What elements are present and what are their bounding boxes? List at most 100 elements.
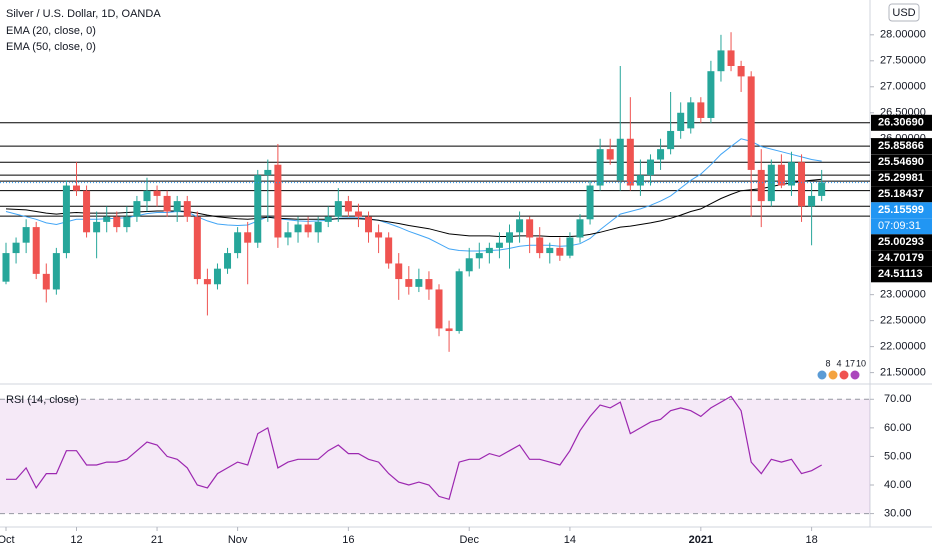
countdown-bg [871, 218, 932, 235]
legend-entry: EMA (50, close, 0) [6, 41, 96, 53]
candle-body [526, 219, 534, 238]
plot [0, 32, 870, 515]
ema-line [5, 138, 822, 252]
candle-body [667, 130, 675, 150]
level-label-bg [871, 170, 932, 187]
candle-body [818, 182, 826, 196]
event-icon [827, 369, 839, 381]
candle-body [274, 164, 282, 238]
x-tick-label: 18 [805, 534, 817, 546]
candle-body [546, 247, 554, 254]
candle-body [798, 162, 806, 207]
event-count: 4 [836, 358, 841, 368]
level-label: 25.18437 [878, 188, 924, 200]
candle-body [224, 253, 232, 269]
candle-body [385, 237, 393, 264]
y-tick-label: 23.00000 [880, 289, 926, 301]
candle-body [12, 242, 20, 254]
candle-body [687, 102, 695, 129]
candle-body [415, 279, 423, 287]
candle-body [657, 149, 665, 160]
candle-body [153, 190, 161, 196]
candle-body [787, 162, 795, 186]
candle-body [375, 232, 383, 238]
level-label-bg [871, 266, 932, 283]
y-tick-label: 28.00000 [880, 29, 926, 41]
candle-body [465, 258, 473, 272]
candle-body [495, 242, 503, 248]
candle-body [425, 279, 433, 290]
level-label: 25.54690 [878, 156, 924, 168]
level-label: 24.70179 [878, 252, 924, 264]
level-label-bg [871, 186, 932, 203]
candle-body [213, 268, 221, 285]
y-tick-label: 70.00 [884, 393, 912, 405]
candle-body [314, 221, 322, 233]
candle-body [556, 247, 564, 256]
level-label-bg [871, 154, 932, 171]
candle-body [133, 201, 141, 217]
currency-badge[interactable] [888, 3, 920, 22]
y-tick-label: 22.00000 [880, 341, 926, 353]
last-price-label: 25.15599 [878, 204, 924, 216]
event-count: 8 [825, 358, 830, 368]
candle-body [62, 185, 70, 254]
candle-body [83, 190, 91, 233]
candle-body [254, 175, 262, 243]
candle-body [294, 224, 302, 233]
event-icon [849, 369, 861, 381]
candle-body [103, 216, 111, 222]
countdown: 07:09:31 [878, 220, 921, 232]
candle-body [193, 216, 201, 280]
candle-body [203, 279, 211, 285]
candle-body [506, 232, 513, 243]
candle-body [183, 201, 191, 217]
chart-title: Silver / U.S. Dollar, 1D, OANDA [6, 8, 161, 20]
currency[interactable]: USD [892, 7, 915, 19]
x-tick-label: 21 [151, 534, 163, 546]
candle-body [2, 253, 10, 282]
candle-body [234, 232, 242, 254]
candle-body [626, 138, 634, 186]
candle-body [163, 195, 171, 212]
candle-body [808, 195, 816, 207]
candle-body [757, 169, 765, 202]
legend-entry: EMA (20, close, 0) [6, 25, 96, 37]
y-tick-label: 27.00000 [880, 81, 926, 93]
candle-body [32, 227, 40, 274]
level-label: 25.29981 [878, 172, 924, 184]
event-count: 17 [845, 358, 855, 368]
candle-body [324, 216, 332, 222]
candle-body [354, 211, 362, 217]
y-tick-label: 30.00 [884, 507, 912, 519]
x-tick-label: 2021 [689, 534, 713, 546]
candle-body [264, 169, 272, 176]
candle-body [707, 71, 715, 118]
event-count: 10 [856, 358, 866, 368]
level-label-bg [871, 138, 932, 155]
x-tick-label: 12 [70, 534, 82, 546]
candle-body [717, 50, 725, 72]
event-icon [838, 369, 850, 381]
candle-body [334, 201, 342, 217]
y-tick-label: 22.50000 [880, 315, 926, 327]
candle-body [173, 201, 181, 212]
candle-body [606, 149, 614, 160]
candle-body [737, 65, 745, 77]
x-tick-label: Nov [228, 534, 248, 546]
y-tick-label: 21.50000 [880, 367, 926, 379]
y-tick-label: 40.00 [884, 479, 912, 491]
rsi-title: RSI (14, close) [6, 394, 79, 406]
candle-body [445, 328, 453, 332]
candle-body [365, 216, 373, 233]
candle-body [72, 185, 80, 191]
candle-body [475, 253, 483, 259]
level-label: 24.51113 [878, 268, 923, 280]
candle-body [596, 149, 604, 186]
candle-body [42, 273, 50, 290]
event-icon [816, 369, 828, 381]
candle-body [93, 221, 101, 233]
candle-body [284, 232, 292, 238]
